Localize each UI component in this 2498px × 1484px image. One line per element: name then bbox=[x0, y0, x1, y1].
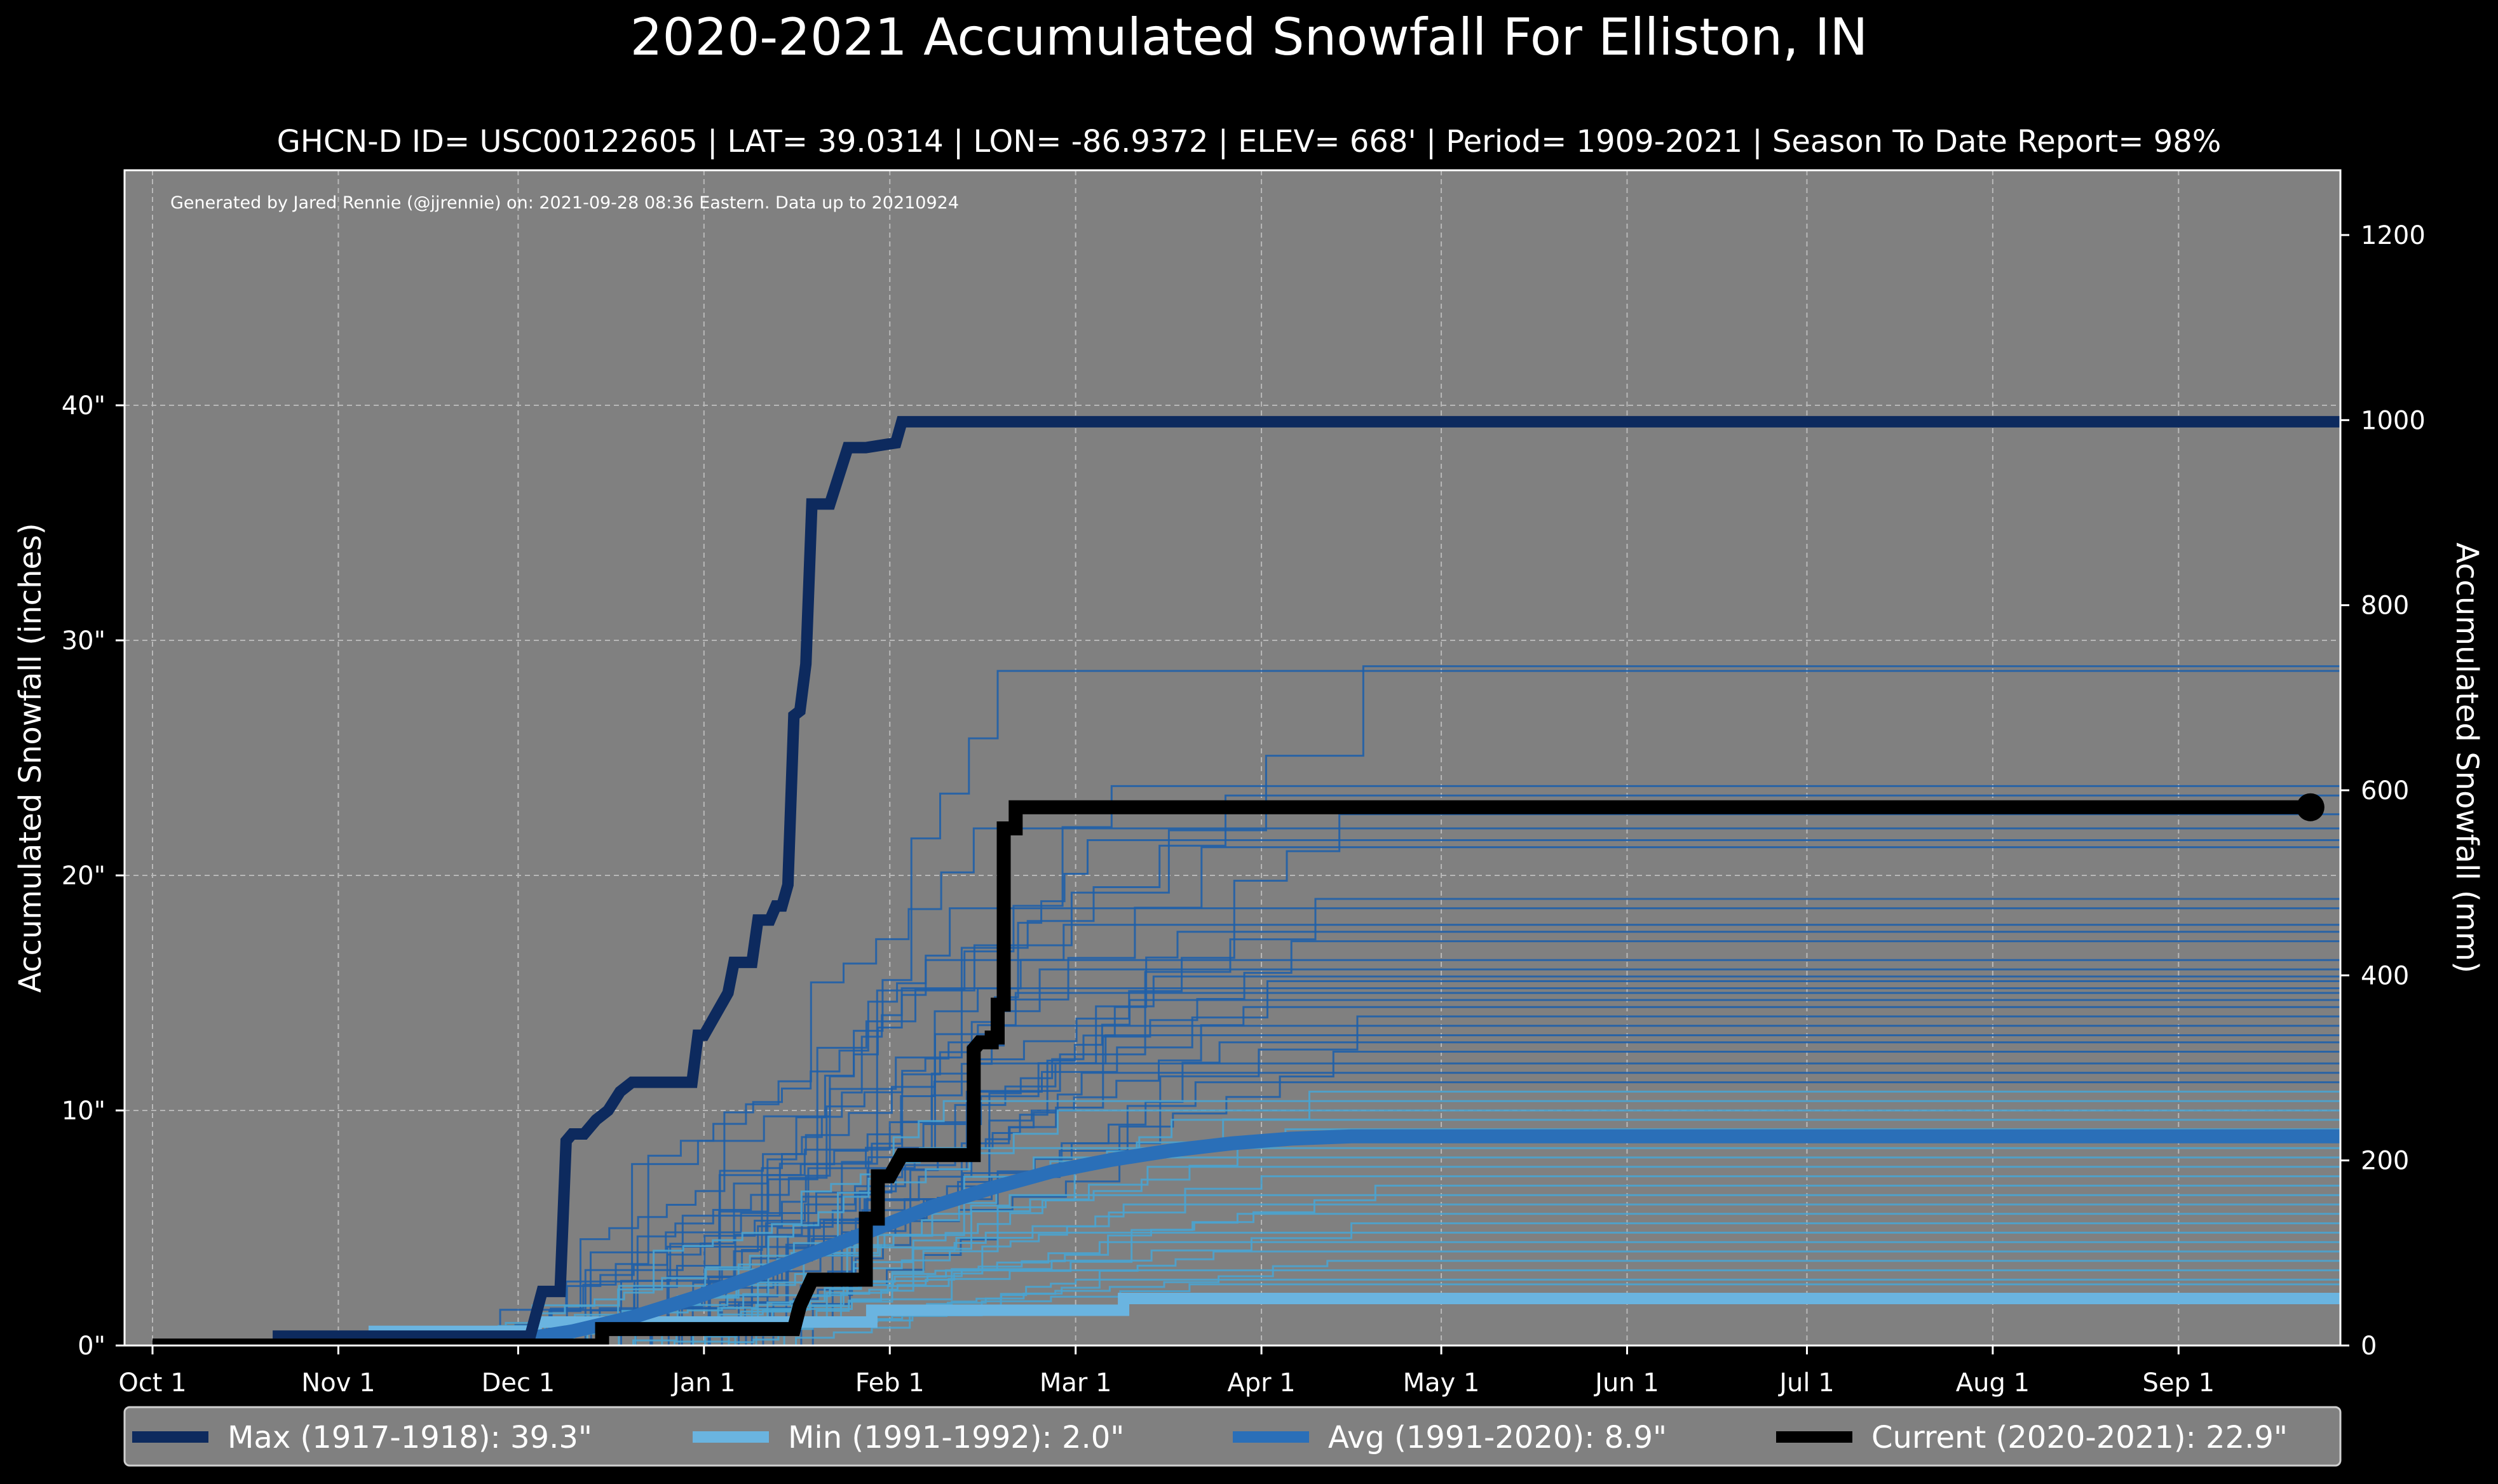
x-tick-label: Jun 1 bbox=[1593, 1368, 1659, 1398]
y-right-tick-label: 1200 bbox=[2361, 221, 2426, 250]
y-tick-label: 0" bbox=[78, 1332, 105, 1361]
max-series-line bbox=[153, 415, 2340, 1351]
history-season-line bbox=[153, 1025, 2340, 1347]
current-series-line bbox=[153, 800, 2311, 1352]
plot-frame bbox=[123, 169, 2342, 1347]
current-legend-label: Current (2020-2021): 22.9" bbox=[1871, 1420, 2288, 1455]
y-right-tick-label: 800 bbox=[2361, 591, 2409, 621]
x-tick-label: Mar 1 bbox=[1040, 1368, 1112, 1398]
x-tick-label: Jul 1 bbox=[1777, 1368, 1834, 1398]
history-season-line bbox=[153, 1231, 2340, 1347]
y-right-tick-label: 0 bbox=[2361, 1332, 2377, 1361]
x-tick-label: Jan 1 bbox=[670, 1368, 736, 1398]
y-tick-label: 30" bbox=[62, 626, 105, 656]
y-axis-right-label: Accumulated Snowfall (mm) bbox=[2449, 543, 2485, 973]
y-axis-ticks: 0" 10" 20" 30" 40" bbox=[62, 391, 125, 1361]
x-tick-label: Dec 1 bbox=[482, 1368, 555, 1398]
max-legend-label: Max (1917-1918): 39.3" bbox=[227, 1420, 592, 1455]
y-right-tick-label: 400 bbox=[2361, 961, 2409, 990]
history-season-line bbox=[153, 1051, 2340, 1347]
y-axis-label: Accumulated Snowfall (inches) bbox=[13, 523, 48, 993]
x-tick-label: Nov 1 bbox=[301, 1368, 375, 1398]
legend: Max (1917-1918): 39.3" Min (1991-1992): 2… bbox=[132, 1420, 2288, 1455]
history-season-line bbox=[153, 665, 2340, 1347]
x-tick-label: Sep 1 bbox=[2143, 1368, 2215, 1398]
x-axis-ticks: Oct 1 Nov 1 Dec 1 Jan 1 Feb 1 Mar 1 Apr 1 May 1… bbox=[118, 1346, 2215, 1398]
x-tick-label: Oct 1 bbox=[118, 1368, 186, 1398]
history-season-line bbox=[153, 1119, 2340, 1347]
y-tick-label: 40" bbox=[62, 391, 105, 421]
history-season-line bbox=[153, 827, 2340, 1347]
avg-legend-label: Avg (1991-2020): 8.9" bbox=[1328, 1420, 1667, 1455]
history-season-line bbox=[153, 813, 2340, 1347]
series-lines bbox=[153, 415, 2340, 1352]
plot-area bbox=[125, 170, 2340, 1346]
y-right-tick-label: 1000 bbox=[2361, 406, 2426, 435]
chart-subtitle: GHCN-D ID= USC00122605 | LAT= 39.0314 | … bbox=[276, 124, 2222, 159]
x-tick-label: Aug 1 bbox=[1956, 1368, 2030, 1398]
x-tick-label: May 1 bbox=[1403, 1368, 1480, 1398]
chart-title: 2020-2021 Accumulated Snowfall For Ellis… bbox=[630, 8, 1868, 67]
history-season-line bbox=[153, 959, 2340, 1347]
credit-text: Generated by Jared Rennie (@jjrennie) on… bbox=[170, 193, 959, 213]
history-season-line bbox=[153, 1062, 2340, 1347]
y-right-tick-label: 600 bbox=[2361, 776, 2409, 806]
history-season-line bbox=[153, 992, 2340, 1347]
y-right-tick-label: 200 bbox=[2361, 1147, 2409, 1176]
y-tick-label: 20" bbox=[62, 861, 105, 891]
y-axis-right-ticks: 0 200 400 600 800 1000 1200 bbox=[2340, 221, 2426, 1361]
current-endpoint-marker bbox=[2296, 793, 2325, 821]
y-tick-label: 10" bbox=[62, 1096, 105, 1126]
avg-series-line bbox=[153, 1129, 2340, 1352]
min-legend-label: Min (1991-1992): 2.0" bbox=[788, 1420, 1124, 1455]
x-tick-label: Apr 1 bbox=[1227, 1368, 1295, 1398]
legend-box bbox=[123, 1406, 2342, 1467]
x-tick-label: Feb 1 bbox=[855, 1368, 925, 1398]
history-season-line bbox=[153, 1147, 2340, 1347]
history-season-line bbox=[153, 1278, 2340, 1347]
